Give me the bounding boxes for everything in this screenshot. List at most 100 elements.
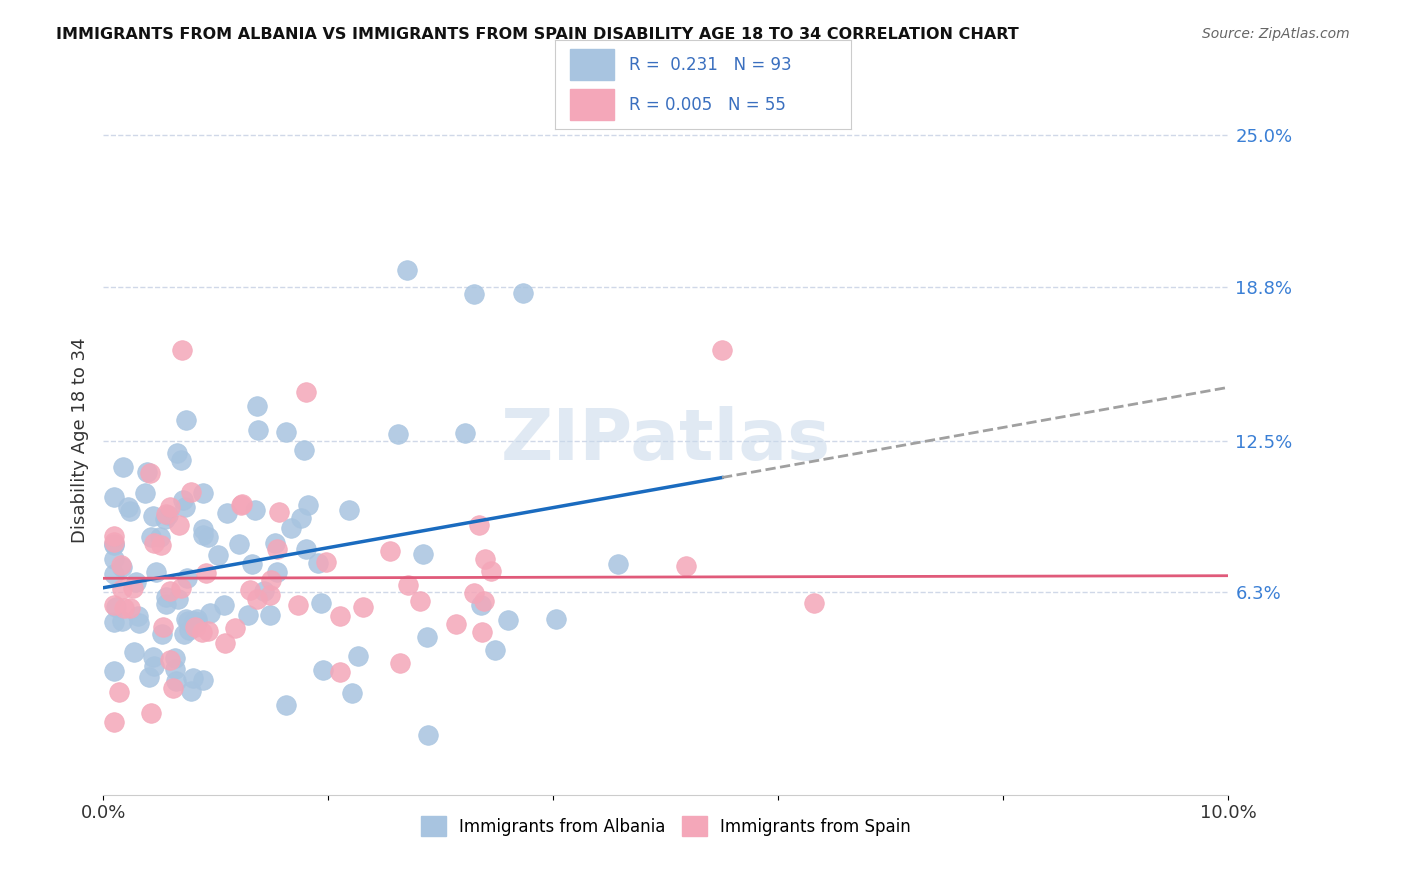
Point [294,443,316,458]
Point [159,500,181,514]
Point [183,614,205,628]
Point [111,460,134,475]
Point [150,626,173,640]
Point [149,529,172,543]
Point [191,625,214,640]
Point [290,510,312,524]
Text: ZIPatlas: ZIPatlas [501,406,831,475]
Point [138,670,160,684]
Point [214,635,236,649]
Point [352,599,374,614]
Point [395,262,418,277]
Point [214,598,236,612]
Point [142,508,165,523]
Point [177,614,200,628]
Point [142,536,165,550]
Point [170,343,193,358]
Point [197,624,219,639]
FancyBboxPatch shape [571,49,614,80]
Point [231,497,253,511]
Point [128,615,150,630]
Point [103,615,125,629]
Point [103,664,125,678]
Point [180,485,202,500]
Point [134,486,156,500]
Point [186,612,208,626]
Point [246,400,269,414]
Point [471,625,494,640]
Point [162,681,184,695]
Point [388,656,411,670]
Point [416,728,439,742]
Point [173,500,195,514]
Point [117,500,139,515]
Point [155,507,177,521]
Point [111,614,134,628]
Legend: Immigrants from Albania, Immigrants from Spain: Immigrants from Albania, Immigrants from… [413,809,918,843]
Point [453,426,475,441]
Point [242,557,264,571]
Point [153,512,176,526]
Point [266,565,288,579]
Point [224,621,246,635]
Point [191,485,214,500]
Point [159,583,181,598]
Point [246,592,269,607]
Point [121,581,143,595]
Point [274,425,297,439]
Point [145,566,167,580]
Point [124,574,146,589]
Point [236,607,259,622]
Point [312,663,335,677]
Point [207,548,229,562]
Point [180,684,202,698]
Point [253,584,276,599]
Point [174,412,197,426]
Point [179,624,201,638]
Point [675,559,697,574]
Point [387,426,409,441]
Point [149,538,172,552]
Point [512,286,534,301]
Point [474,552,496,566]
Point [143,658,166,673]
Point [200,606,222,620]
Point [193,528,215,542]
Point [165,662,187,676]
Point [193,673,215,687]
Point [118,600,141,615]
Y-axis label: Disability Age 18 to 34: Disability Age 18 to 34 [72,338,89,543]
Point [409,593,432,607]
Point [297,498,319,512]
Point [544,611,567,625]
Point [127,608,149,623]
Point [167,518,190,533]
Point [103,490,125,504]
Point [274,698,297,712]
Text: R = 0.005   N = 55: R = 0.005 N = 55 [630,96,786,114]
Point [118,504,141,518]
Point [141,529,163,543]
FancyBboxPatch shape [571,89,614,120]
Point [103,598,125,612]
Point [167,592,190,607]
Point [416,630,439,644]
Point [239,583,262,598]
Point [267,505,290,519]
Point [111,582,134,597]
Point [294,384,316,399]
Point [156,508,179,523]
Point [315,555,337,569]
Point [607,557,630,571]
Point [165,673,187,688]
Point [112,600,135,615]
Point [142,649,165,664]
Point [181,671,204,685]
Point [329,608,352,623]
Point [228,537,250,551]
Text: IMMIGRANTS FROM ALBANIA VS IMMIGRANTS FROM SPAIN DISABILITY AGE 18 TO 34 CORRELA: IMMIGRANTS FROM ALBANIA VS IMMIGRANTS FR… [56,27,1019,42]
Point [287,599,309,613]
Point [711,343,734,358]
Point [295,541,318,556]
Point [103,537,125,551]
